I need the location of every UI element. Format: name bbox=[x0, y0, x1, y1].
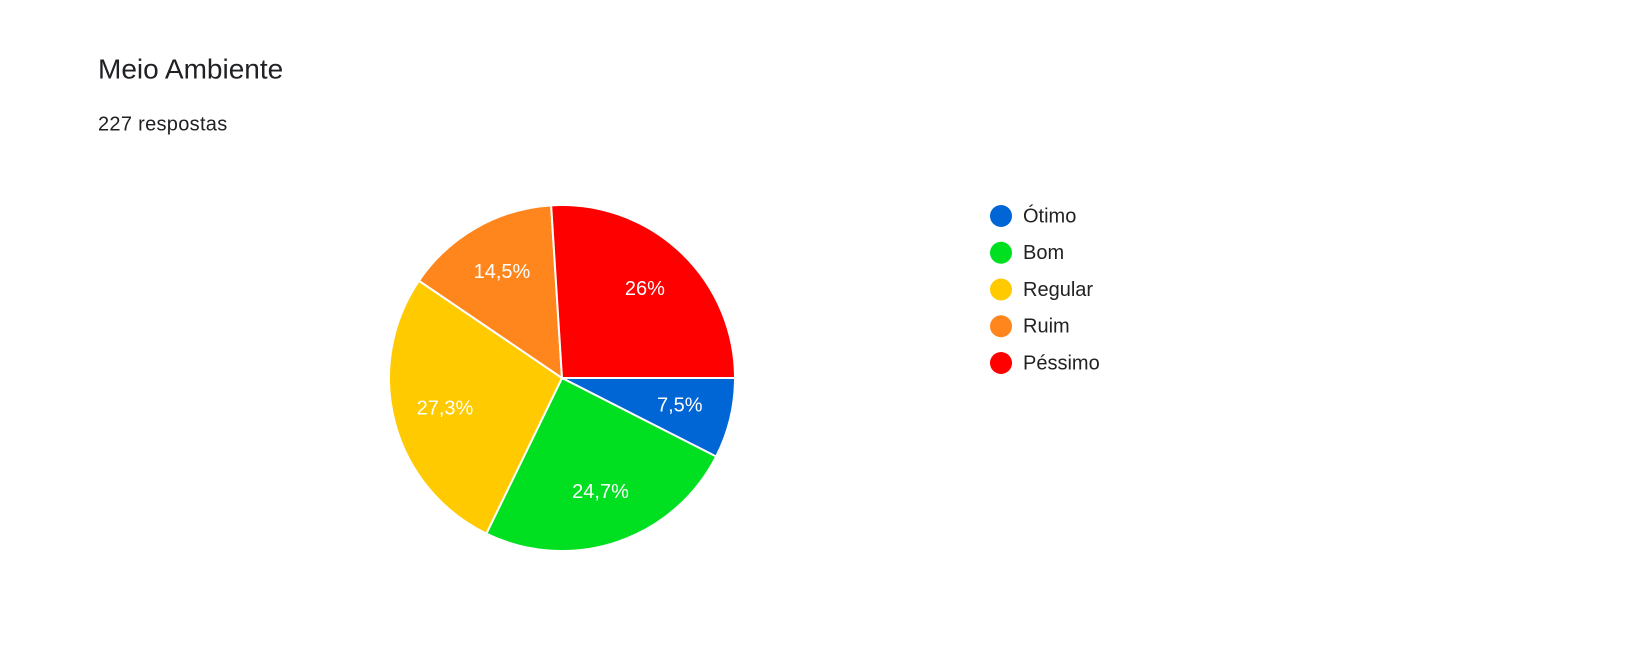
slice-label: 26% bbox=[625, 278, 665, 300]
pie-slice bbox=[485, 376, 718, 552]
chart-subtitle: 227 respostas bbox=[98, 113, 228, 135]
chart-title: Meio Ambiente bbox=[98, 53, 283, 84]
legend-label: Ruim bbox=[1023, 316, 1070, 338]
slice-label: 24,7% bbox=[572, 481, 629, 503]
legend-marker bbox=[990, 315, 1012, 338]
pie-slice bbox=[388, 279, 564, 535]
pie-slice bbox=[417, 204, 564, 380]
legend-label: Ótimo bbox=[1023, 204, 1076, 227]
slice-label: 14,5% bbox=[474, 261, 531, 283]
legend-marker bbox=[990, 205, 1012, 227]
legend-label: Regular bbox=[1023, 279, 1093, 301]
legend-marker bbox=[990, 352, 1012, 374]
legend-label: Bom bbox=[1023, 242, 1064, 264]
legend-label: Péssimo bbox=[1023, 352, 1100, 374]
legend-marker bbox=[990, 278, 1012, 301]
pie-slice bbox=[550, 204, 737, 379]
slice-label: 27,3% bbox=[417, 398, 474, 420]
legend-marker bbox=[990, 241, 1012, 264]
slice-label: 7,5% bbox=[657, 395, 703, 417]
